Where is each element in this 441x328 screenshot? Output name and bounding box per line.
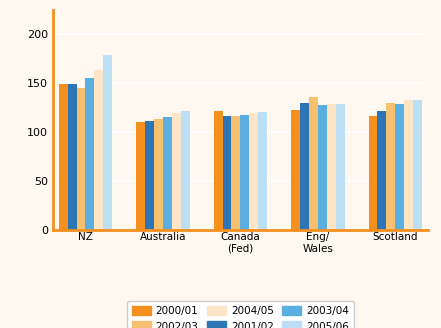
- Bar: [318, 105, 327, 230]
- Bar: [223, 116, 232, 230]
- Bar: [395, 104, 404, 230]
- Bar: [103, 55, 112, 230]
- Bar: [136, 122, 145, 230]
- Bar: [258, 113, 267, 230]
- Bar: [86, 78, 94, 230]
- Bar: [77, 88, 86, 230]
- Bar: [413, 100, 422, 230]
- Bar: [404, 100, 413, 230]
- Bar: [327, 104, 336, 230]
- Bar: [181, 112, 190, 230]
- Bar: [67, 84, 77, 230]
- Bar: [336, 104, 344, 230]
- Bar: [213, 112, 223, 230]
- Bar: [232, 116, 240, 230]
- Bar: [377, 112, 386, 230]
- Bar: [240, 115, 249, 230]
- Bar: [154, 119, 163, 230]
- Bar: [59, 84, 67, 230]
- Bar: [309, 97, 318, 230]
- Bar: [172, 113, 181, 230]
- Bar: [249, 113, 258, 230]
- Bar: [145, 121, 154, 230]
- Bar: [94, 71, 103, 230]
- Bar: [369, 116, 377, 230]
- Bar: [386, 103, 395, 230]
- Bar: [291, 111, 300, 230]
- Bar: [163, 117, 172, 230]
- Bar: [300, 103, 309, 230]
- Legend: 2000/01, 2002/03, 2004/05, 2001/02, 2003/04, 2005/06: 2000/01, 2002/03, 2004/05, 2001/02, 2003…: [127, 301, 354, 328]
